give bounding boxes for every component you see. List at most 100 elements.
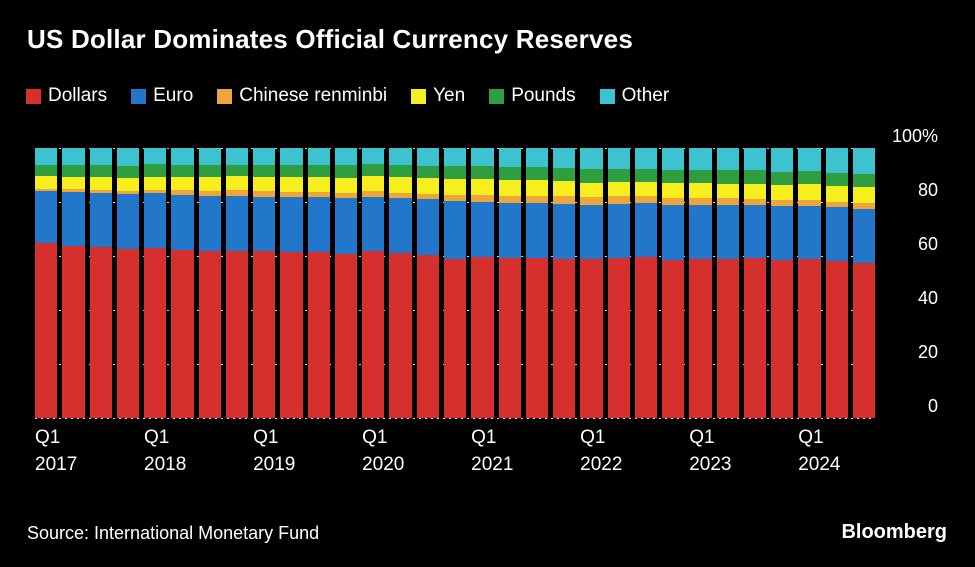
bar-segment [771, 260, 794, 418]
bar-segment [852, 174, 876, 188]
bar-segment [525, 179, 549, 196]
bar [689, 148, 712, 418]
bar-segment [689, 198, 712, 206]
bar-segment [334, 198, 358, 254]
bar [607, 148, 630, 418]
bar-segment [253, 196, 276, 252]
bar [634, 148, 658, 418]
bar-segment [89, 246, 112, 418]
bar [498, 148, 521, 418]
bar-segment [198, 165, 221, 178]
bar-segment [225, 190, 249, 196]
bar-segment [498, 202, 521, 259]
bar-segment [89, 192, 112, 247]
bar-segment [443, 179, 467, 196]
bar-segment [389, 148, 412, 166]
bar-segment [498, 180, 521, 196]
legend-item: Euro [131, 85, 193, 107]
bar-segment [416, 199, 439, 255]
bar-segment [662, 169, 685, 183]
bar-segment [498, 167, 521, 181]
bar-segment [662, 182, 685, 198]
bar-segment [743, 258, 767, 418]
bar-segment [362, 251, 385, 418]
bar-segment [280, 148, 303, 166]
x-axis-tick: Q1 2024 [798, 424, 840, 478]
bar [35, 148, 58, 418]
legend-label: Chinese renminbi [239, 85, 388, 106]
bar-segment [471, 148, 494, 167]
bar-segment [225, 164, 249, 177]
bar-segment [416, 148, 439, 166]
bar-segment [852, 148, 876, 175]
x-axis-tick: Q1 2018 [144, 424, 186, 478]
bar-segment [743, 198, 767, 205]
bar-segment [171, 194, 194, 250]
bar-segment [307, 176, 330, 192]
bar-segment [634, 148, 658, 170]
bar-segment [607, 182, 630, 197]
x-tick-year: 2018 [144, 454, 187, 475]
bar-segment [580, 148, 603, 170]
bar [198, 148, 221, 418]
x-axis-tick: Q1 2023 [689, 424, 731, 478]
bar [443, 148, 467, 418]
bar-segment [580, 205, 603, 260]
bar-segment [443, 258, 467, 418]
bar-segment [389, 252, 412, 418]
bar-segment [198, 190, 221, 196]
bar-segment [334, 193, 358, 199]
bar [334, 148, 358, 418]
bar-segment [580, 182, 603, 198]
bar-segment [144, 163, 167, 177]
x-tick-quarter: Q1 [471, 427, 497, 448]
bar-segment [852, 263, 876, 418]
bar-segment [471, 195, 494, 202]
bar-segment [198, 250, 221, 418]
bar-segment [498, 148, 521, 168]
bar-segment [689, 170, 712, 184]
bar [116, 148, 140, 418]
bar-segment [334, 165, 358, 178]
bar-segment [389, 165, 412, 178]
bar-segment [389, 177, 412, 193]
y-axis: 0 20 40 60 80 100% [888, 127, 938, 418]
bar-segment [307, 197, 330, 252]
bar-segment [334, 148, 358, 166]
bar-segment [89, 165, 112, 178]
bar [716, 148, 739, 418]
bar-segment [62, 164, 85, 177]
x-tick-quarter: Q1 [35, 427, 61, 448]
bar-segment [553, 203, 576, 260]
x-tick-year: 2021 [471, 454, 514, 475]
y-axis-label: 20 [917, 342, 938, 362]
bar [62, 148, 85, 418]
bar-segment [280, 177, 303, 192]
bar-segment [716, 148, 739, 171]
bar-segment [553, 196, 576, 204]
bar-segment [825, 201, 848, 208]
bar-segment [607, 204, 630, 258]
legend-item: Chinese renminbi [217, 85, 387, 107]
bar-segment [35, 243, 58, 418]
bar-segment [116, 165, 140, 178]
bar-segment [471, 179, 494, 195]
bar-segment [771, 148, 794, 172]
bar-segment [525, 166, 549, 180]
bar [525, 148, 549, 418]
bar-segment [743, 170, 767, 184]
bar [171, 148, 194, 418]
bar-segment [116, 177, 140, 191]
bar-segment [771, 206, 794, 261]
bar-segment [334, 253, 358, 418]
bar [825, 148, 848, 418]
bar-segment [743, 148, 767, 171]
bar-segment [607, 196, 630, 205]
bar-segment [525, 202, 549, 259]
bar-segment [116, 190, 140, 195]
x-tick-quarter: Q1 [362, 427, 388, 448]
bar-segment [89, 177, 112, 190]
bar-segment [198, 195, 221, 251]
x-tick-year: 2024 [798, 454, 841, 475]
